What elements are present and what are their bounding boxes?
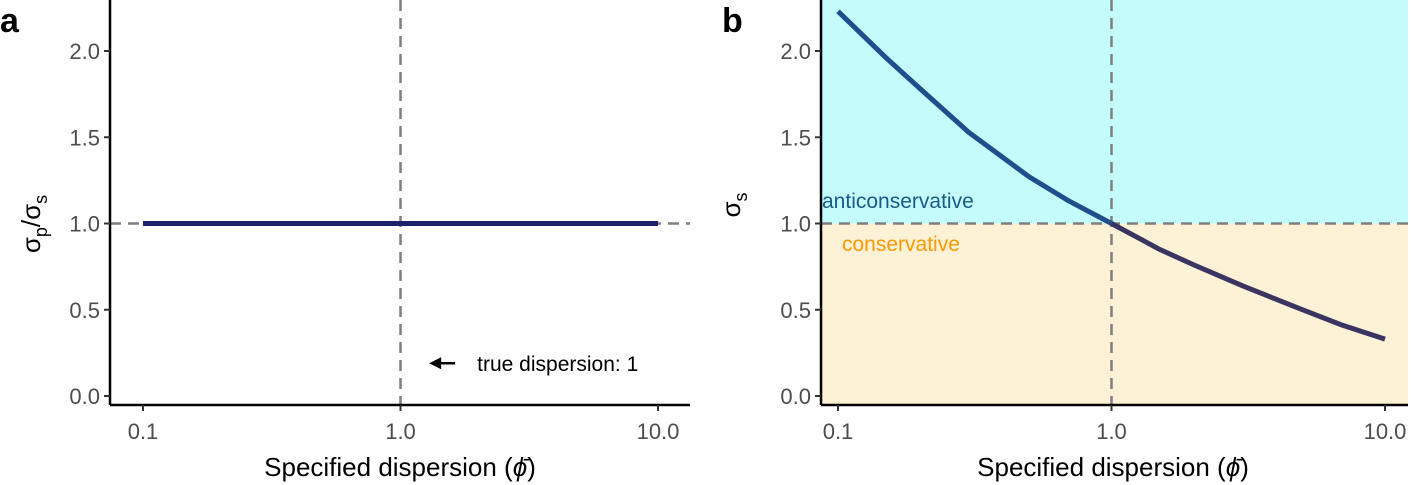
conservative-label: conservative <box>842 233 960 256</box>
panel-b-x-tick-label: 1.0 <box>1096 419 1127 444</box>
panel-label-b: b <box>722 2 743 40</box>
panel-a-y-tick-label: 0.0 <box>69 384 100 409</box>
panel-label-a: a <box>0 2 20 40</box>
panel-a-axes: 0.0 0.5 1.0 1.5 2.0 0.1 1.0 10.0 <box>69 0 690 444</box>
panel-b-y-tick-label: 0.0 <box>780 384 811 409</box>
panel-b-y-tick-label: 1.0 <box>780 212 811 237</box>
panel-b-regions <box>821 0 1408 405</box>
panel-a: a 0.0 0.5 1.0 1.5 2.0 0.1 1.0 10.0 true dispers… <box>0 0 690 482</box>
panel-a-y-tick-label: 2.0 <box>69 39 100 64</box>
panel-b-series-line-anticonservative <box>836 9 1113 226</box>
anticonservative-label: anticonservative <box>822 190 974 213</box>
panel-a-reference-lines <box>110 0 690 405</box>
panel-a-y-tick-label: 1.0 <box>69 212 100 237</box>
panel-b-y-tick-label: 0.5 <box>780 298 811 323</box>
panel-a-y-axis-label: σp/σs <box>16 195 51 253</box>
panel-b-series-line-conservative <box>1110 221 1386 342</box>
panel-b-x-tick-label: 10.0 <box>1364 419 1407 444</box>
panel-b: b 0.0 0.5 1.0 1.5 2.0 0.1 1.0 10.0 anticonserva… <box>716 0 1408 482</box>
panel-b-y-tick-label: 1.5 <box>780 125 811 150</box>
panel-a-x-axis-label: Specified dispersion (ϕ̄) <box>264 452 536 482</box>
panel-a-annotation: true dispersion: 1 <box>429 353 638 376</box>
annotation-arrow-head <box>429 357 442 370</box>
panel-b-axes: 0.0 0.5 1.0 1.5 2.0 0.1 1.0 10.0 <box>780 0 1408 444</box>
panel-b-x-axis-label: Specified dispersion (ϕ̄) <box>977 452 1249 482</box>
anticonservative-region <box>821 0 1408 224</box>
panel-b-series <box>836 9 1386 342</box>
panel-a-x-tick-label: 0.1 <box>128 419 159 444</box>
panel-b-x-tick-label: 0.1 <box>823 419 854 444</box>
panel-a-x-tick-label: 10.0 <box>637 419 680 444</box>
annotation-text: true dispersion: 1 <box>477 353 638 376</box>
panel-b-y-tick-label: 2.0 <box>780 39 811 64</box>
panel-a-y-tick-label: 0.5 <box>69 298 100 323</box>
panel-b-y-axis-label: σs <box>716 192 751 217</box>
panel-a-x-tick-label: 1.0 <box>385 419 416 444</box>
panel-a-y-tick-label: 1.5 <box>69 125 100 150</box>
